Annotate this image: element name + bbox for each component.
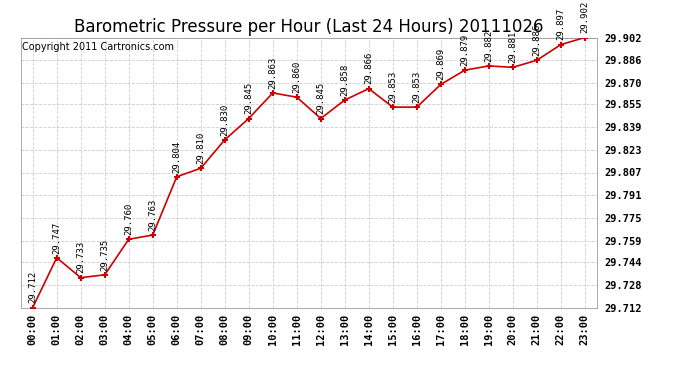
Text: 29.897: 29.897	[556, 8, 565, 40]
Title: Barometric Pressure per Hour (Last 24 Hours) 20111026: Barometric Pressure per Hour (Last 24 Ho…	[74, 18, 544, 36]
Text: 29.882: 29.882	[484, 30, 493, 62]
Text: 29.733: 29.733	[76, 241, 86, 273]
Text: 29.804: 29.804	[172, 140, 181, 172]
Text: 29.845: 29.845	[316, 82, 325, 114]
Text: Copyright 2011 Cartronics.com: Copyright 2011 Cartronics.com	[22, 42, 174, 51]
Text: 29.860: 29.860	[293, 61, 302, 93]
Text: 29.763: 29.763	[148, 199, 157, 231]
Text: 29.760: 29.760	[124, 203, 133, 235]
Text: 29.853: 29.853	[388, 71, 397, 103]
Text: 29.863: 29.863	[268, 57, 277, 89]
Text: 29.869: 29.869	[436, 48, 445, 80]
Text: 29.902: 29.902	[580, 1, 589, 33]
Text: 29.735: 29.735	[100, 238, 109, 271]
Text: 29.830: 29.830	[220, 104, 229, 136]
Text: 29.858: 29.858	[340, 64, 349, 96]
Text: 29.712: 29.712	[28, 271, 37, 303]
Text: 29.810: 29.810	[196, 132, 205, 164]
Text: 29.845: 29.845	[244, 82, 253, 114]
Text: 29.853: 29.853	[413, 71, 422, 103]
Text: 29.881: 29.881	[509, 31, 518, 63]
Text: 29.747: 29.747	[52, 221, 61, 254]
Text: 29.866: 29.866	[364, 52, 373, 84]
Text: 29.879: 29.879	[460, 34, 469, 66]
Text: 29.886: 29.886	[532, 24, 542, 56]
